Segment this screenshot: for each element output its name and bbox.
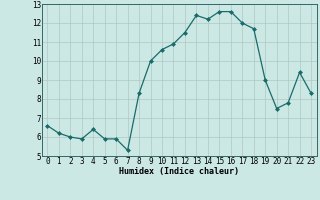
- X-axis label: Humidex (Indice chaleur): Humidex (Indice chaleur): [119, 167, 239, 176]
